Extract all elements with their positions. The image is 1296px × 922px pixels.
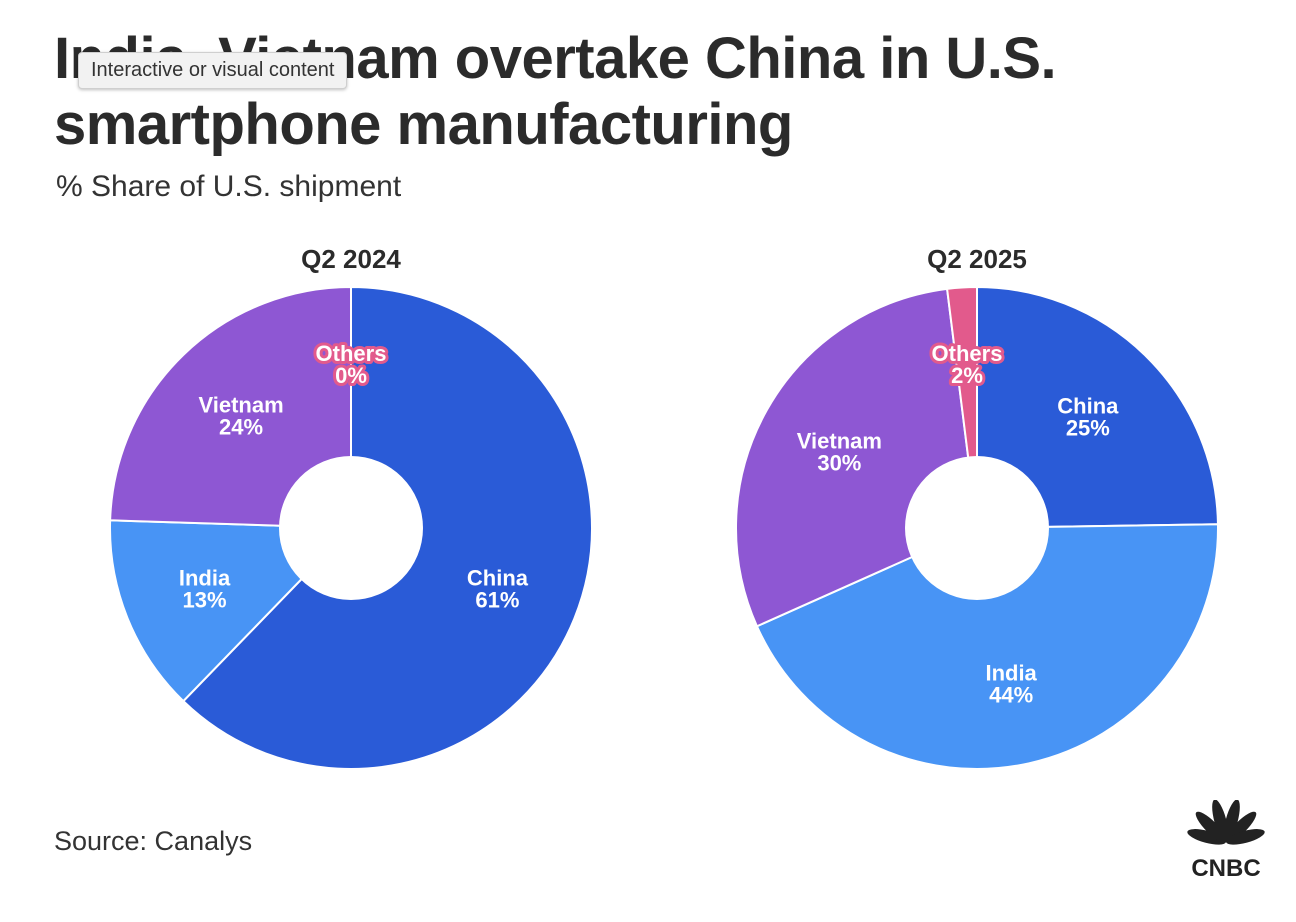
pie-title-0: Q2 2024 [301, 244, 401, 274]
cnbc-wordmark: CNBC [1191, 855, 1260, 880]
content-tooltip: Interactive or visual content [78, 52, 348, 89]
cnbc-logo: CNBC [1180, 799, 1272, 882]
donut-hole-1 [905, 456, 1049, 600]
slice-label-others-1: Others 2% [932, 341, 1003, 388]
slice-label-others-0: Others 0% [316, 341, 387, 388]
slice-label-china-1: China 25% [1057, 393, 1119, 440]
slice-vietnam-0[interactable] [109, 285, 352, 530]
slice-label-india-1: India 44% [985, 660, 1037, 707]
peacock-icon [1187, 799, 1265, 845]
slice-china-1[interactable] [976, 285, 1219, 530]
slice-label-india-0: India 13% [179, 565, 231, 612]
source-note: Source: Canalys [54, 826, 253, 856]
slice-label-vietnam-1: Vietnam 30% [797, 428, 882, 475]
slice-india-1[interactable] [755, 523, 1219, 770]
slice-label-vietnam-0: Vietnam 24% [198, 393, 283, 440]
pie-title-1: Q2 2025 [927, 244, 1027, 274]
donut-hole-0 [279, 456, 423, 600]
chart-subtitle: % Share of U.S. shipment [56, 170, 402, 203]
slice-label-china-0: China 61% [467, 565, 529, 612]
